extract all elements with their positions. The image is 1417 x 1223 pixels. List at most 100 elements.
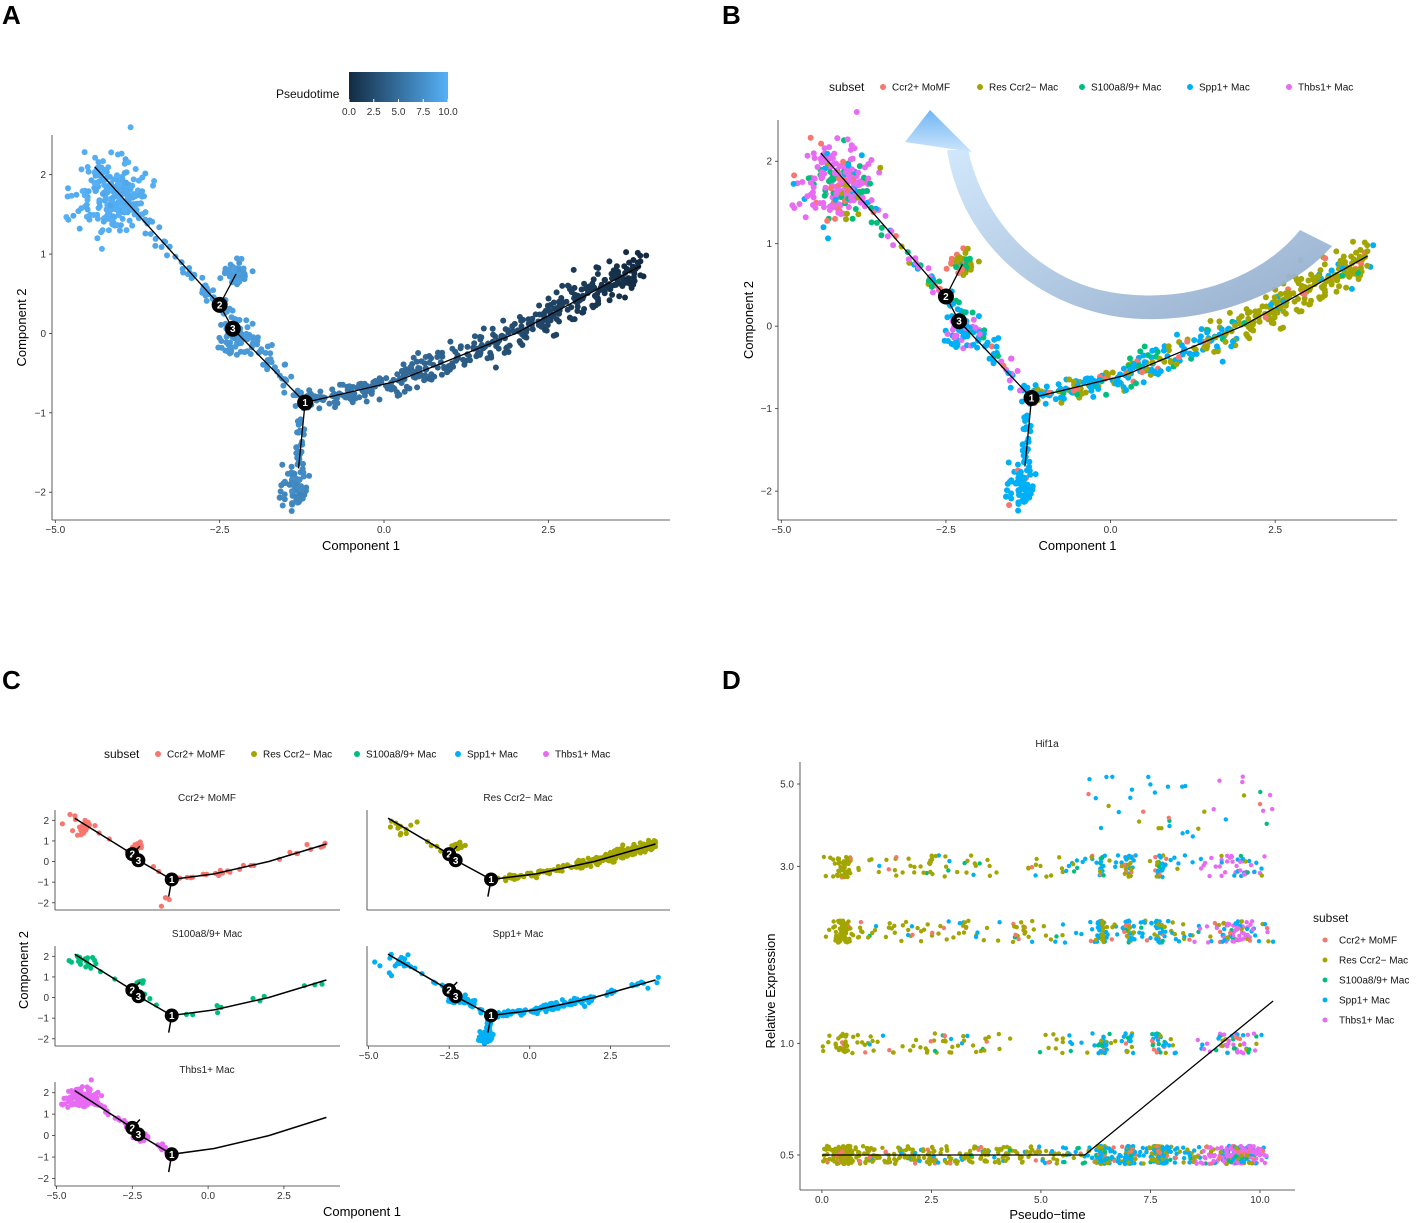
- cell-point-0: [304, 841, 310, 848]
- cell-point: [118, 199, 125, 206]
- cell-point: [281, 496, 288, 503]
- cell-point-3: [372, 959, 378, 965]
- expression-point-3: [1119, 1038, 1125, 1044]
- cell-point-3: [1015, 461, 1021, 468]
- cell-point-0: [287, 849, 293, 855]
- cell-point-1: [560, 862, 566, 869]
- cell-point-0: [1322, 255, 1329, 262]
- expression-point-1: [1028, 1144, 1034, 1149]
- expression-point-1: [950, 1044, 955, 1050]
- expression-point-0: [1257, 801, 1263, 807]
- cell-point-4: [804, 193, 811, 200]
- legend-label: Ccr2+ MoMF: [1339, 936, 1397, 947]
- expression-point-1: [954, 1161, 959, 1166]
- expression-point-3: [1126, 918, 1131, 923]
- cell-point: [152, 242, 159, 249]
- cell-point-3: [986, 355, 993, 362]
- cell-point-1: [555, 863, 561, 870]
- cell-point-1: [1161, 358, 1168, 365]
- cell-point-3: [820, 224, 827, 231]
- expression-point-1: [1181, 931, 1186, 936]
- cell-point: [329, 386, 336, 393]
- cell-point: [550, 332, 557, 339]
- expression-point-4: [1225, 853, 1230, 858]
- cell-point-3: [1017, 469, 1024, 475]
- expression-point-0: [913, 1161, 918, 1166]
- cell-point-0: [78, 832, 84, 838]
- cell-point-1: [576, 857, 582, 863]
- expression-point-1: [872, 1153, 878, 1159]
- cell-point-4: [847, 156, 854, 163]
- cell-point-3: [476, 1037, 482, 1043]
- expression-point-3: [997, 920, 1002, 925]
- expression-point-4: [1251, 1031, 1257, 1036]
- panel-d-y-tick-label: 1.0: [780, 1039, 794, 1050]
- expression-point-4: [1212, 1153, 1217, 1158]
- cell-point: [571, 316, 578, 323]
- expression-point-3: [1190, 834, 1196, 839]
- cell-point-3: [1088, 375, 1095, 382]
- cell-point-3: [1140, 352, 1147, 359]
- cell-point: [86, 216, 93, 223]
- cell-point-4: [89, 1093, 95, 1099]
- expression-point-0: [1204, 1144, 1209, 1150]
- expression-point-1: [1019, 920, 1024, 925]
- expression-point-3: [1099, 864, 1105, 870]
- expression-point-1: [1100, 919, 1105, 924]
- expression-point-3: [1270, 939, 1276, 944]
- cell-point: [544, 317, 551, 324]
- cell-point: [142, 209, 149, 216]
- expression-point-0: [1046, 1160, 1051, 1165]
- cell-point-4: [853, 109, 860, 115]
- cell-point: [558, 298, 565, 304]
- expression-point-1: [870, 930, 875, 936]
- cell-point: [606, 258, 613, 265]
- panel-d-title: Hif1a: [1035, 739, 1059, 750]
- legend-label: Thbs1+ Mac: [1339, 1016, 1394, 1027]
- expression-point-4: [1202, 860, 1208, 866]
- cell-point-1: [1256, 308, 1263, 314]
- cell-point: [288, 463, 295, 470]
- facet-title-res: Res Ccr2− Mac: [483, 793, 552, 804]
- cell-point-2: [995, 353, 1001, 359]
- colorbar-tick-label: 7.5: [416, 107, 430, 118]
- trajectory-path: [74, 1089, 327, 1156]
- expression-point-1: [997, 1046, 1002, 1052]
- branch-point-label: 1: [488, 875, 494, 886]
- cell-point-4: [812, 204, 819, 211]
- expression-point-1: [1051, 1156, 1056, 1161]
- panel-b-y-tick-label: 1: [766, 239, 772, 250]
- cell-point: [117, 222, 124, 229]
- expression-point-1: [1034, 856, 1039, 862]
- cell-point-4: [63, 1095, 69, 1101]
- cell-point: [500, 317, 507, 324]
- cell-point-3: [481, 1029, 488, 1035]
- expression-point-3: [1157, 853, 1162, 858]
- cell-point: [226, 273, 233, 280]
- cell-point: [559, 282, 566, 289]
- panel-d-legend-title: subset: [1313, 911, 1349, 925]
- expression-point-1: [1159, 826, 1164, 831]
- cell-point: [630, 257, 637, 263]
- cell-point: [114, 172, 120, 179]
- expression-point-3: [1130, 936, 1135, 942]
- cell-point-4: [1008, 355, 1014, 362]
- expression-point-3: [1040, 1158, 1045, 1163]
- cell-point: [511, 320, 518, 327]
- cell-point-3: [790, 180, 797, 187]
- cell-point: [130, 176, 137, 183]
- expression-point-3: [948, 1036, 954, 1042]
- cell-point-4: [816, 200, 823, 207]
- cell-point-1: [1282, 310, 1289, 317]
- expression-point-4: [1237, 937, 1242, 943]
- cell-point: [425, 375, 432, 382]
- expression-point-1: [981, 938, 986, 943]
- cell-point-2: [953, 264, 960, 270]
- expression-point-0: [1088, 938, 1094, 944]
- cell-point: [447, 338, 454, 345]
- expression-point-1: [845, 1159, 850, 1164]
- legend-label: Ccr2+ MoMF: [892, 83, 950, 94]
- facet-y-tick-label: −2: [38, 1174, 50, 1185]
- cell-point-1: [1301, 295, 1308, 302]
- expression-point-1: [984, 925, 990, 931]
